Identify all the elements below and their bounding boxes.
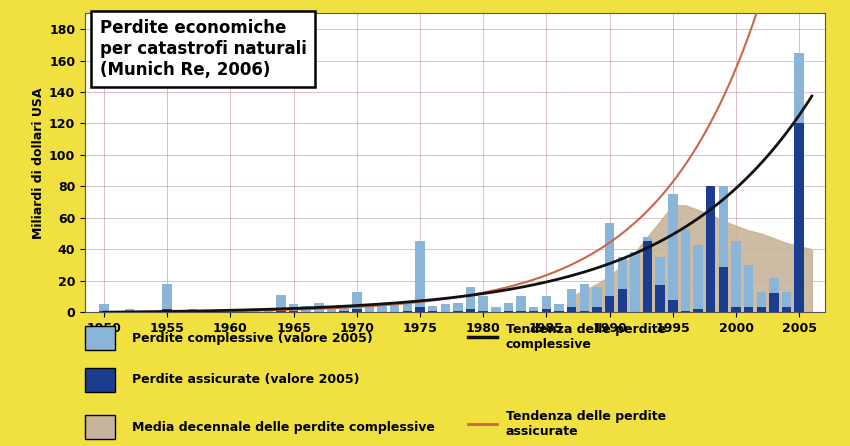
Bar bbox=[617, 257, 627, 312]
Bar bbox=[466, 287, 475, 312]
Bar bbox=[529, 307, 539, 312]
Bar bbox=[466, 309, 475, 312]
Bar bbox=[554, 310, 564, 312]
Bar bbox=[213, 310, 223, 312]
Bar bbox=[403, 310, 412, 312]
Bar bbox=[339, 306, 348, 312]
Bar bbox=[479, 310, 488, 312]
Bar bbox=[516, 297, 526, 312]
Bar bbox=[567, 307, 576, 312]
Bar bbox=[630, 252, 639, 312]
Bar bbox=[795, 124, 804, 312]
Bar bbox=[668, 194, 677, 312]
Bar bbox=[251, 310, 260, 312]
Bar bbox=[491, 307, 501, 312]
Bar bbox=[428, 310, 438, 312]
Bar bbox=[782, 292, 791, 312]
Bar bbox=[416, 241, 425, 312]
Bar bbox=[554, 304, 564, 312]
Bar bbox=[756, 292, 766, 312]
Bar bbox=[150, 310, 159, 312]
Bar bbox=[453, 303, 462, 312]
Bar bbox=[756, 307, 766, 312]
Bar bbox=[276, 295, 286, 312]
Bar bbox=[655, 257, 665, 312]
Text: Perdite economiche
per catastrofi naturali
(Munich Re, 2006): Perdite economiche per catastrofi natura… bbox=[99, 19, 307, 79]
Bar bbox=[453, 310, 462, 312]
Bar bbox=[99, 304, 109, 312]
Bar bbox=[112, 310, 122, 312]
Bar bbox=[681, 229, 690, 312]
Bar bbox=[352, 292, 361, 312]
Bar bbox=[580, 284, 589, 312]
Bar bbox=[706, 205, 716, 312]
Bar bbox=[504, 303, 513, 312]
Bar bbox=[795, 53, 804, 312]
Bar bbox=[694, 244, 703, 312]
Bar bbox=[529, 310, 539, 312]
Bar bbox=[592, 307, 602, 312]
Bar bbox=[339, 310, 348, 312]
Bar bbox=[668, 300, 677, 312]
Bar bbox=[516, 310, 526, 312]
Bar bbox=[580, 310, 589, 312]
Bar bbox=[643, 237, 652, 312]
Bar bbox=[289, 304, 298, 312]
Bar bbox=[592, 287, 602, 312]
Bar bbox=[605, 223, 615, 312]
Bar bbox=[681, 310, 690, 312]
Bar bbox=[365, 307, 374, 312]
Bar bbox=[390, 304, 400, 312]
Bar bbox=[694, 309, 703, 312]
Bar bbox=[276, 310, 286, 312]
Bar bbox=[162, 284, 172, 312]
Bar bbox=[377, 306, 387, 312]
Bar bbox=[162, 309, 172, 312]
Bar bbox=[617, 289, 627, 312]
Bar bbox=[479, 297, 488, 312]
Bar bbox=[731, 307, 740, 312]
Text: Media decennale delle perdite complessive: Media decennale delle perdite complessiv… bbox=[132, 421, 434, 434]
Bar bbox=[264, 309, 273, 312]
Text: Perdite complessive (valore 2005): Perdite complessive (valore 2005) bbox=[132, 332, 372, 346]
Bar bbox=[782, 307, 791, 312]
Bar bbox=[175, 310, 184, 312]
Bar bbox=[289, 310, 298, 312]
Bar bbox=[314, 303, 324, 312]
Bar bbox=[769, 293, 779, 312]
Bar bbox=[188, 309, 197, 312]
Bar bbox=[302, 306, 311, 312]
Bar bbox=[99, 310, 109, 312]
Bar bbox=[326, 309, 337, 312]
Bar bbox=[769, 277, 779, 312]
Bar bbox=[504, 310, 513, 312]
Bar bbox=[643, 241, 652, 312]
Bar bbox=[238, 310, 247, 312]
Bar bbox=[124, 309, 134, 312]
Bar bbox=[605, 297, 615, 312]
Bar bbox=[201, 310, 210, 312]
Text: Perdite assicurate (valore 2005): Perdite assicurate (valore 2005) bbox=[132, 373, 360, 387]
Bar bbox=[718, 186, 728, 312]
Y-axis label: Miliardi di dollari USA: Miliardi di dollari USA bbox=[31, 87, 45, 239]
Bar bbox=[403, 304, 412, 312]
Text: Tendenza delle perdite
assicurate: Tendenza delle perdite assicurate bbox=[506, 410, 666, 438]
Bar bbox=[440, 304, 450, 312]
Bar bbox=[541, 309, 551, 312]
Bar bbox=[706, 186, 716, 312]
Bar bbox=[225, 309, 235, 312]
Bar bbox=[731, 241, 740, 312]
Bar bbox=[718, 267, 728, 312]
Text: Tendenza delle perdite
complessive: Tendenza delle perdite complessive bbox=[506, 323, 666, 351]
Bar bbox=[428, 306, 438, 312]
Bar bbox=[137, 310, 146, 312]
Bar bbox=[541, 297, 551, 312]
Bar bbox=[352, 309, 361, 312]
Bar bbox=[655, 285, 665, 312]
Bar bbox=[744, 307, 753, 312]
Bar bbox=[744, 265, 753, 312]
Bar bbox=[567, 289, 576, 312]
Bar bbox=[416, 307, 425, 312]
